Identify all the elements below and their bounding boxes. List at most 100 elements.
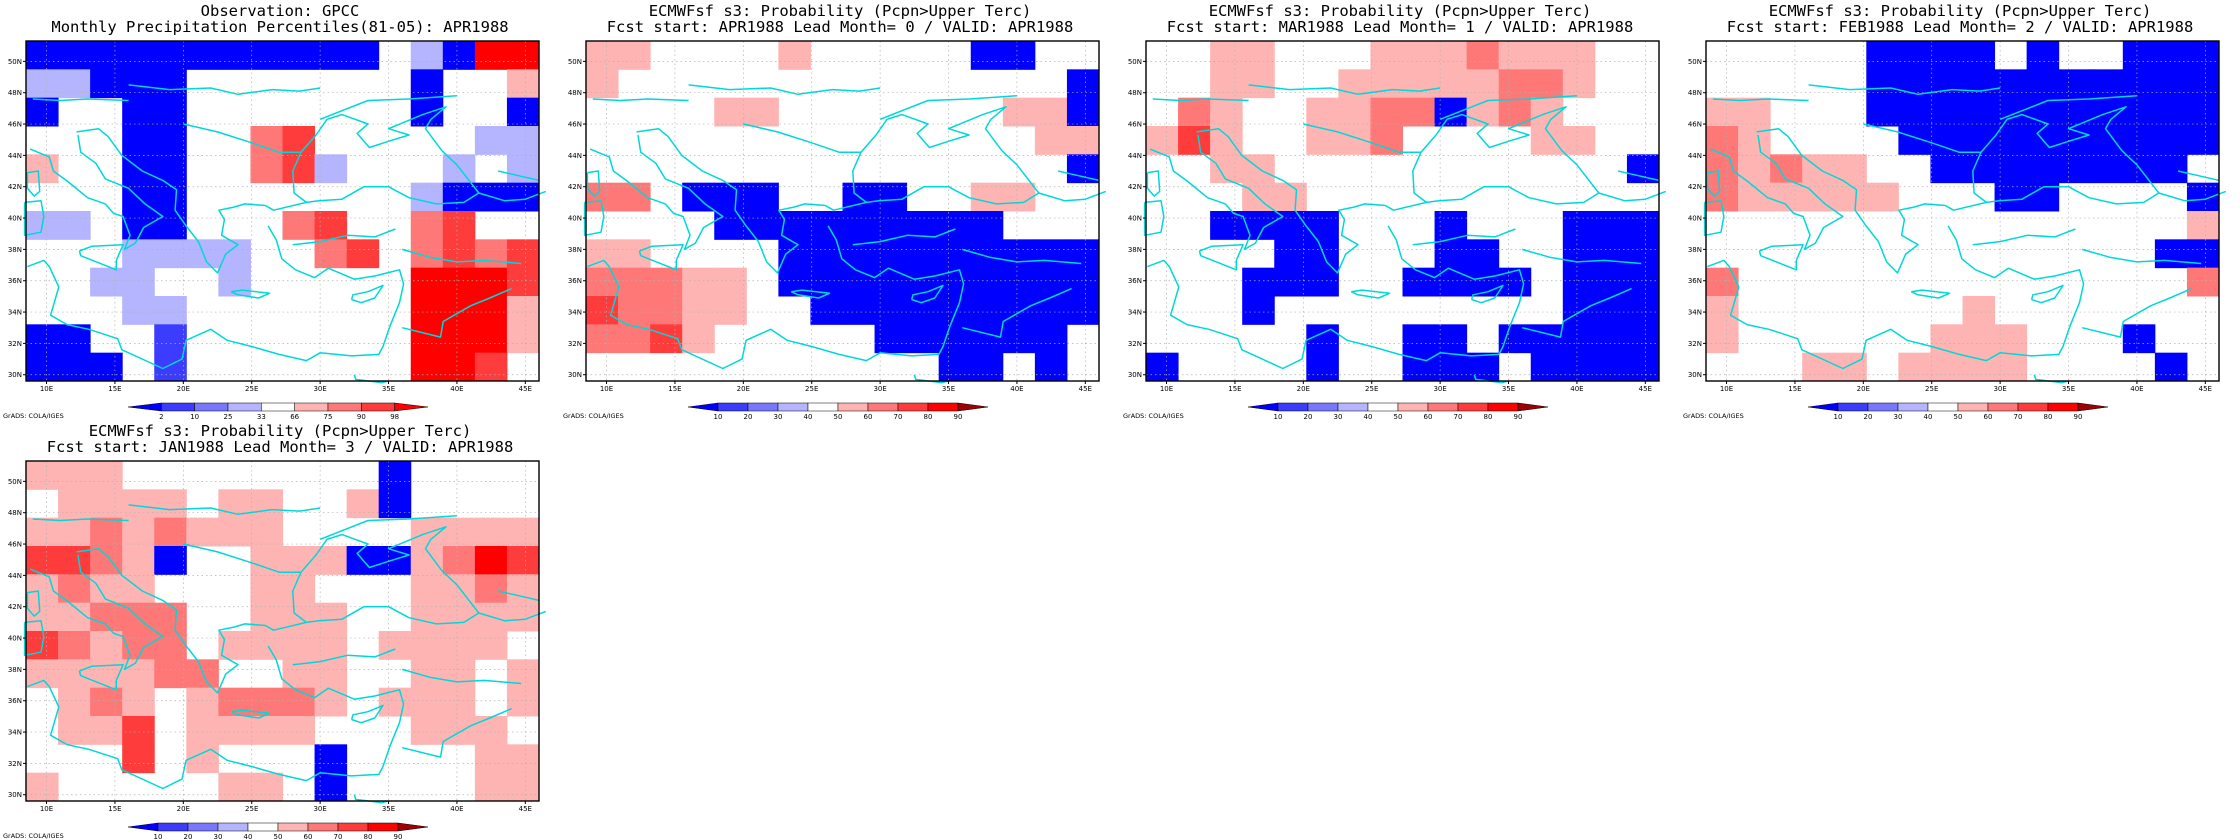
lat-tick-label: 46N — [8, 541, 22, 549]
grid-cell — [1242, 41, 1275, 70]
grid-cell — [874, 324, 908, 354]
coastlines — [23, 84, 547, 384]
grid-cell — [90, 267, 123, 297]
grid-cell — [2154, 126, 2188, 155]
grid-cell — [810, 296, 843, 325]
grid-cell — [1370, 126, 1403, 155]
coastline — [183, 123, 301, 153]
grid-cell — [122, 489, 155, 519]
grid-cell — [26, 574, 59, 604]
colorbar-swatch — [927, 402, 959, 412]
grid-cell — [2026, 69, 2060, 99]
grid-cell — [714, 267, 747, 297]
grid-cell — [1402, 97, 1436, 127]
grid-cell — [1994, 324, 2028, 354]
coastline — [478, 190, 547, 202]
grid-cell — [506, 267, 540, 297]
panel-subtitle: Fcst start: JAN1988 Lead Month= 3 / VALI… — [46, 438, 514, 456]
panel-title: ECMWFsf s3: Probability (Pcpn>Upper Terc… — [1768, 2, 2152, 20]
grid-cell — [1466, 267, 1500, 297]
coastline — [1808, 84, 2001, 96]
coastline — [1038, 190, 1107, 202]
coastline — [230, 289, 271, 299]
lat-tick-label: 40N — [8, 635, 22, 643]
lon-tick-label: 10E — [40, 805, 53, 813]
grid-cell — [506, 126, 540, 155]
grid-cell — [90, 352, 123, 382]
lon-tick-label: 45E — [519, 385, 532, 393]
grid-cell — [2186, 126, 2220, 155]
coastline — [1303, 123, 1421, 153]
grid-cell — [1626, 211, 1660, 240]
grid-cell — [154, 602, 187, 632]
colorbar-label: 80 — [364, 833, 373, 840]
grid-cell — [1002, 267, 1036, 297]
grid-cell — [122, 296, 155, 325]
colorbar-swatch — [717, 402, 749, 412]
lat-tick-label: 50N — [8, 478, 22, 486]
lon-tick-label: 35E — [942, 385, 955, 393]
grid-cell — [442, 716, 476, 745]
grid-cell — [218, 517, 251, 547]
grid-cell — [474, 517, 508, 547]
grid-cell — [1706, 267, 1739, 297]
grid-cell — [1770, 182, 1803, 212]
grid-cell — [410, 211, 444, 240]
lat-tick-label: 48N — [1688, 89, 1702, 97]
coastline — [1712, 98, 1809, 102]
grid-cell — [250, 489, 283, 519]
grid-cell — [1306, 97, 1339, 127]
grid-cell — [314, 211, 348, 240]
grid-cell — [90, 659, 123, 689]
grid-cell — [1994, 154, 2028, 184]
coastline — [128, 504, 321, 516]
grid-cell — [938, 296, 972, 325]
coastline — [1863, 123, 1981, 153]
map-panel-observation: Observation: GPCC Monthly Precipitation … — [0, 0, 560, 420]
grid-cell — [282, 546, 316, 575]
coastline — [32, 518, 129, 522]
map-frame — [1145, 40, 1660, 382]
colorbar-swatch — [394, 402, 429, 412]
grid-cell — [282, 126, 316, 155]
colorbar-swatch — [1897, 402, 1929, 412]
grid-cell — [58, 659, 91, 689]
grid-cell — [1866, 182, 1899, 212]
grid-cell — [1738, 97, 1771, 127]
grid-cell — [810, 211, 843, 240]
grid-cell — [218, 239, 251, 269]
grid-cell — [410, 41, 444, 70]
grid-cell — [618, 239, 651, 269]
coastline — [401, 248, 522, 265]
grid-cell — [2154, 41, 2188, 70]
colorbar-label: 80 — [2044, 413, 2053, 420]
coastline — [230, 709, 271, 719]
grid-cell — [58, 517, 91, 547]
grid-cell — [1594, 352, 1628, 382]
grid-cell — [1994, 352, 2028, 382]
grid-cell — [282, 716, 316, 745]
colorbar-swatch — [957, 402, 989, 412]
grid-cell — [282, 631, 316, 660]
grid-cell — [1594, 267, 1628, 297]
grid-cell — [586, 69, 619, 99]
grid-cell — [154, 296, 187, 325]
grid-cell — [746, 97, 779, 127]
grid-cell — [26, 97, 59, 127]
lat-tick-label: 44N — [8, 152, 22, 160]
lon-tick-label: 10E — [40, 385, 53, 393]
grid-cell — [2186, 267, 2220, 297]
grid-cell — [874, 182, 908, 212]
grid-cell — [2186, 211, 2220, 240]
grid-cell — [2154, 352, 2188, 382]
lat-tick-label: 40N — [1688, 215, 1702, 223]
grid-cell — [2090, 154, 2124, 184]
grid-cell — [2090, 97, 2124, 127]
grid-cell — [314, 772, 348, 802]
lon-tick-label: 30E — [1433, 385, 1446, 393]
grid-cell — [1994, 69, 2028, 99]
lat-tick-label: 48N — [8, 509, 22, 517]
grid-cell — [90, 489, 123, 519]
colorbar-label: 30 — [774, 413, 783, 420]
grid-cell — [1706, 154, 1739, 184]
